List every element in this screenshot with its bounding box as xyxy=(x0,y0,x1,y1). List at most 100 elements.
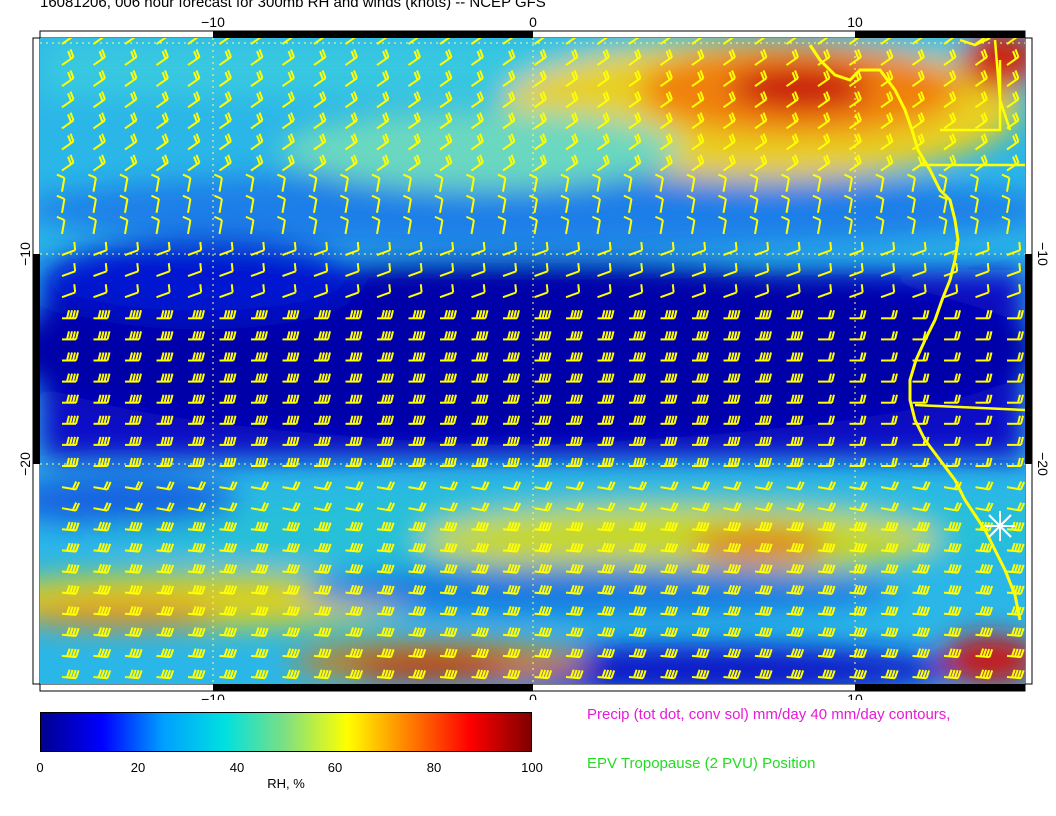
wind-barb xyxy=(660,584,679,595)
wind-barb xyxy=(62,457,79,467)
wind-barb xyxy=(92,91,106,109)
wind-barb xyxy=(629,310,646,320)
wind-barb xyxy=(313,542,332,553)
wind-barb xyxy=(533,133,547,151)
wind-barb xyxy=(943,70,957,88)
wind-barb xyxy=(219,521,238,532)
wind-barb xyxy=(528,194,538,213)
map-panel[interactable]: −10 0 10 −10 0 10 −10 −20 −10 −20 xyxy=(0,0,1056,700)
wind-barb xyxy=(974,49,988,66)
wind-barb xyxy=(471,284,486,299)
wind-barb xyxy=(345,310,363,320)
wind-barb xyxy=(155,91,169,109)
wind-barb xyxy=(843,194,853,213)
wind-barb xyxy=(93,521,112,532)
wind-barb xyxy=(250,112,264,130)
wind-barb xyxy=(251,415,268,425)
wind-barb xyxy=(817,563,836,574)
wind-barb xyxy=(817,241,833,256)
wind-barb xyxy=(376,521,395,532)
wind-barb xyxy=(187,542,206,553)
wind-barb xyxy=(723,502,742,512)
wind-barb xyxy=(849,241,864,256)
wind-barb xyxy=(188,415,205,425)
wind-barb xyxy=(717,194,727,213)
wind-barb xyxy=(345,394,363,404)
wind-barb xyxy=(912,669,931,680)
wind-barb xyxy=(187,263,203,278)
colorbar-tick-80: 80 xyxy=(426,760,442,775)
wind-barb xyxy=(156,648,175,659)
wind-barb xyxy=(944,436,961,446)
wind-barb xyxy=(938,194,948,213)
wind-barb xyxy=(502,648,521,659)
wind-barb xyxy=(534,648,553,659)
wind-barb xyxy=(975,331,993,341)
wind-barb xyxy=(1006,481,1025,491)
wind-barb xyxy=(250,263,266,278)
wind-barb xyxy=(628,542,647,553)
precip-legend: Precip (tot dot, conv sol) mm/day 40 mm/… xyxy=(587,706,951,723)
wind-barb xyxy=(313,669,332,680)
wind-barb xyxy=(849,627,868,638)
wind-barb xyxy=(62,352,79,362)
wind-barb xyxy=(660,502,679,512)
wind-barb xyxy=(376,542,395,553)
wind-barb xyxy=(849,521,868,532)
wind-barb xyxy=(187,91,201,109)
wind-barb xyxy=(439,648,458,659)
wind-barb xyxy=(786,563,805,574)
wind-barb xyxy=(943,606,962,616)
gridlines xyxy=(40,38,1025,684)
wind-barb xyxy=(502,606,521,616)
wind-barb xyxy=(912,284,927,299)
wind-barb xyxy=(969,194,979,213)
wind-barb xyxy=(282,263,297,278)
wind-barb xyxy=(371,194,381,213)
wind-barb xyxy=(250,627,269,638)
wind-barb xyxy=(912,415,930,425)
wind-barb xyxy=(408,606,427,616)
wind-barb xyxy=(659,38,673,45)
wind-barb xyxy=(62,310,79,320)
wind-barb xyxy=(313,584,332,595)
wind-barb xyxy=(597,331,615,341)
wind-barb xyxy=(1007,394,1024,404)
wind-barb xyxy=(623,194,633,213)
wind-barb xyxy=(974,112,988,130)
wind-barb xyxy=(440,457,457,467)
wind-barb xyxy=(880,133,894,151)
wind-barb xyxy=(754,584,773,595)
wind-barb xyxy=(188,394,205,404)
wind-barb xyxy=(565,112,579,130)
wind-barb xyxy=(906,215,916,235)
wind-barb xyxy=(723,394,741,404)
wind-barb xyxy=(439,241,455,256)
wind-barb xyxy=(187,481,207,491)
wind-barb xyxy=(691,542,710,553)
wind-barb xyxy=(597,563,616,574)
wind-barb xyxy=(281,154,295,172)
wind-barb xyxy=(785,91,799,109)
wind-barb xyxy=(439,133,453,151)
wind-barb xyxy=(754,606,773,616)
wind-barb xyxy=(376,38,390,45)
wind-barb xyxy=(534,502,553,512)
wind-barb xyxy=(61,38,75,45)
wind-barb xyxy=(912,481,931,491)
wind-barb xyxy=(61,521,80,532)
wind-barb xyxy=(150,194,160,213)
colorbar-tick-100: 100 xyxy=(521,760,543,775)
wind-barb xyxy=(596,91,610,109)
wind-barb xyxy=(61,502,81,512)
wind-barb xyxy=(187,133,201,151)
wind-barb xyxy=(659,91,673,109)
wind-barb xyxy=(786,394,804,404)
wind-barb xyxy=(125,394,142,404)
wind-barb xyxy=(723,648,742,659)
wind-barb xyxy=(596,154,610,172)
wind-barb xyxy=(439,284,455,299)
wind-barb xyxy=(471,606,490,616)
wind-barb xyxy=(156,627,175,638)
wind-barb xyxy=(1007,436,1024,446)
